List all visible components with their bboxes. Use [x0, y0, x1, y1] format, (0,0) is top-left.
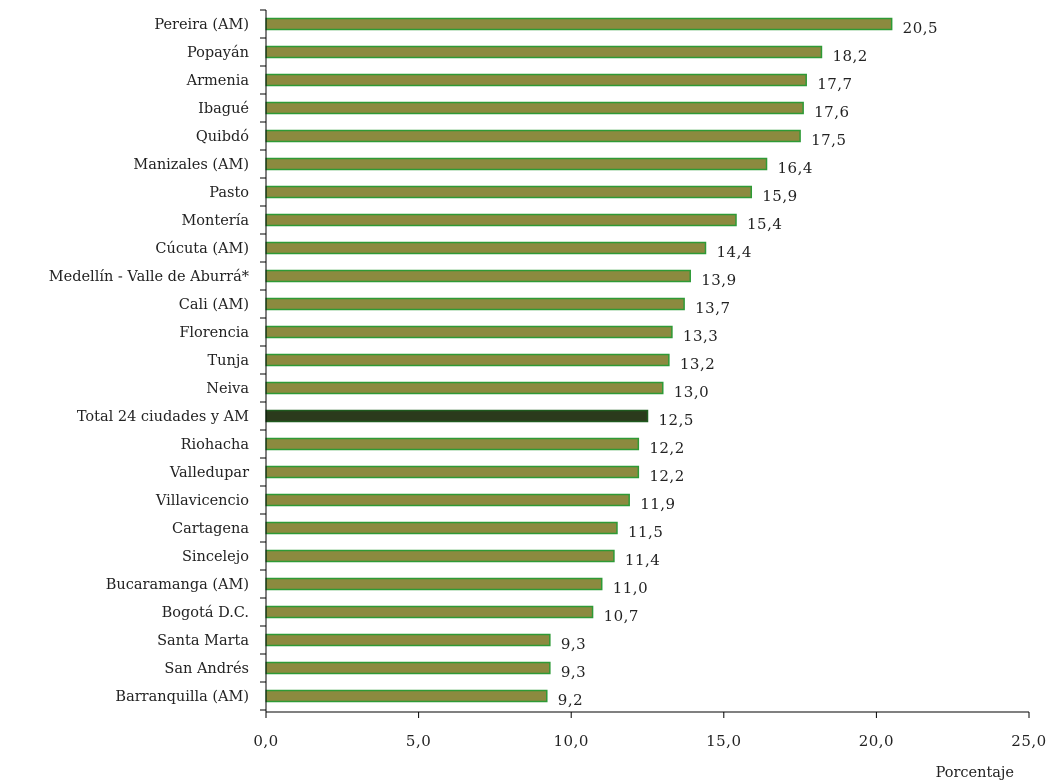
value-label: 17,6	[814, 103, 849, 121]
value-label: 13,9	[701, 271, 736, 289]
category-label: Medellín - Valle de Aburrá*	[49, 269, 250, 285]
bar	[265, 577, 603, 591]
bar	[265, 157, 768, 171]
category-label: San Andrés	[164, 661, 249, 677]
category-label: Armenia	[186, 73, 250, 89]
bar	[265, 465, 640, 479]
axes: 0,0 5,0 10,0 15,0 20,0 25,0	[253, 9, 1046, 750]
category-label: Pereira (AM)	[154, 17, 249, 33]
value-label: 13,2	[680, 355, 715, 373]
value-label: 13,0	[674, 383, 709, 401]
category-label: Pasto	[209, 185, 249, 201]
value-label: 9,3	[561, 663, 586, 681]
labels-layer: Pereira (AM) 20,5 Popayán 18,2 Armenia 17,7 Ib…	[49, 17, 938, 709]
category-label: Bucaramanga (AM)	[106, 577, 249, 593]
x-tick-label: 15,0	[706, 732, 741, 750]
value-label: 12,5	[659, 411, 694, 429]
category-label: Cartagena	[172, 521, 249, 537]
category-label: Santa Marta	[157, 633, 249, 649]
category-label: Neiva	[206, 381, 249, 397]
value-label: 10,7	[604, 607, 639, 625]
value-label: 18,2	[832, 47, 867, 65]
value-label: 14,4	[716, 243, 751, 261]
category-label: Ibagué	[198, 101, 249, 117]
bar	[265, 213, 737, 227]
category-label: Bogotá D.C.	[162, 605, 249, 621]
category-label: Florencia	[179, 325, 249, 341]
value-label: 11,5	[628, 523, 663, 541]
bar	[265, 633, 551, 647]
bar	[265, 381, 664, 395]
category-label: Manizales (AM)	[133, 157, 249, 173]
bar	[265, 409, 649, 423]
x-tick-label: 10,0	[553, 732, 588, 750]
category-label: Cali (AM)	[179, 297, 249, 313]
bar	[265, 101, 804, 115]
bar	[265, 129, 801, 143]
value-label: 20,5	[903, 19, 938, 37]
value-label: 11,9	[640, 495, 675, 513]
bar	[265, 521, 618, 535]
bar	[265, 353, 670, 367]
category-label: Total 24 ciudades y AM	[77, 409, 249, 425]
value-label: 11,0	[613, 579, 648, 597]
value-label: 13,7	[695, 299, 730, 317]
bar	[265, 605, 594, 619]
x-axis-title: Porcentaje	[936, 765, 1014, 781]
category-label: Barranquilla (AM)	[115, 689, 249, 705]
bar	[265, 661, 551, 675]
bar	[265, 73, 807, 87]
x-tick-label: 0,0	[253, 732, 278, 750]
value-label: 16,4	[778, 159, 813, 177]
bar	[265, 297, 685, 311]
x-tick-label: 20,0	[859, 732, 894, 750]
value-label: 9,3	[561, 635, 586, 653]
bar	[265, 689, 548, 703]
bar	[265, 45, 823, 59]
bars-layer	[265, 17, 893, 703]
value-label: 11,4	[625, 551, 660, 569]
category-label: Villavicencio	[155, 493, 249, 509]
value-label: 9,2	[558, 691, 583, 709]
category-label: Valledupar	[169, 465, 249, 481]
value-label: 17,7	[817, 75, 852, 93]
value-label: 15,4	[747, 215, 782, 233]
bar	[265, 185, 753, 199]
x-tick-label: 25,0	[1011, 732, 1046, 750]
bar	[265, 325, 673, 339]
bar	[265, 241, 707, 255]
bar	[265, 493, 630, 507]
bar	[265, 437, 640, 451]
category-label: Cúcuta (AM)	[155, 241, 249, 257]
category-label: Riohacha	[181, 437, 250, 453]
value-label: 17,5	[811, 131, 846, 149]
value-label: 15,9	[762, 187, 797, 205]
category-label: Popayán	[187, 45, 249, 61]
bar	[265, 17, 893, 31]
category-label: Quibdó	[196, 129, 249, 145]
bar	[265, 269, 691, 283]
value-label: 12,2	[649, 467, 684, 485]
value-label: 12,2	[649, 439, 684, 457]
value-label: 13,3	[683, 327, 718, 345]
category-label: Tunja	[208, 353, 250, 369]
x-tick-label: 5,0	[406, 732, 431, 750]
category-label: Sincelejo	[182, 549, 249, 565]
bar	[265, 549, 615, 563]
category-label: Montería	[181, 213, 249, 229]
